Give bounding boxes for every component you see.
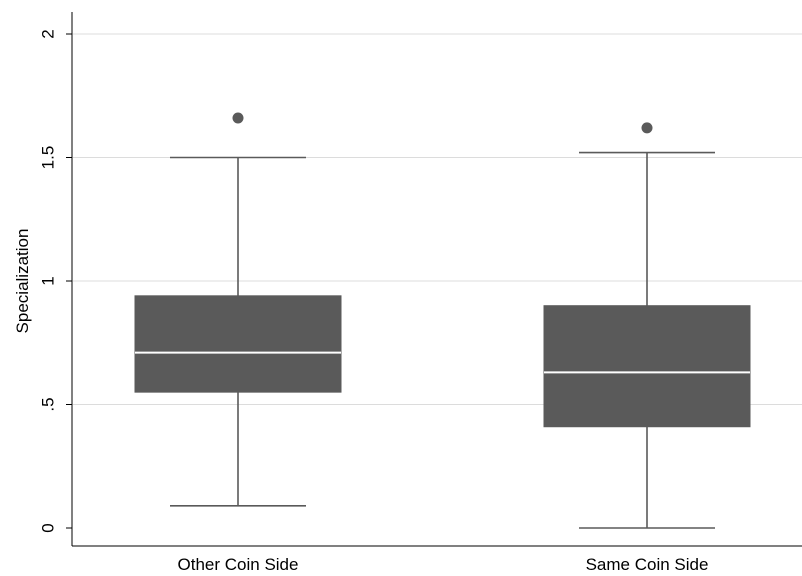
iqr-box <box>543 305 751 428</box>
boxes <box>134 112 751 529</box>
x-category-labels: Other Coin Side Same Coin Side <box>178 555 709 574</box>
y-tick-label-1: .5 <box>38 397 57 411</box>
y-axis-title: Specialization <box>13 229 32 334</box>
outlier-point-0 <box>641 122 653 134</box>
x-category-label-1: Same Coin Side <box>586 555 709 574</box>
x-category-label-0: Other Coin Side <box>178 555 299 574</box>
axes <box>71 12 802 547</box>
y-tick-label-0: 0 <box>38 523 57 532</box>
outlier-point-0 <box>232 112 244 124</box>
y-tick-label-2: 1 <box>38 276 57 285</box>
box-group-0 <box>134 112 342 507</box>
y-tick-label-3: 1.5 <box>38 146 57 170</box>
iqr-box <box>134 295 342 393</box>
box-group-1 <box>543 122 751 529</box>
y-tick-label-4: 2 <box>38 29 57 38</box>
y-ticks: 0 .5 1 1.5 2 <box>38 29 72 533</box>
